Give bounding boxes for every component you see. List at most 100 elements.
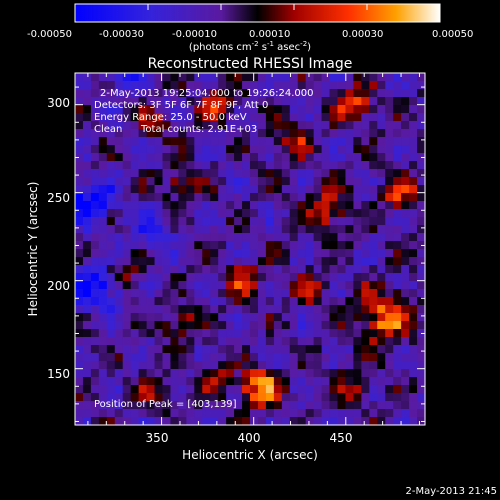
heatmap-cell — [337, 233, 347, 242]
heatmap-cell — [178, 337, 187, 346]
heatmap-cell — [226, 313, 235, 322]
heatmap-cell — [250, 185, 259, 194]
heatmap-cell — [250, 121, 259, 130]
heatmap-cell — [345, 313, 355, 322]
heatmap-cell — [257, 377, 267, 386]
heatmap-cell — [313, 377, 323, 386]
heatmap-cell — [122, 209, 132, 218]
heatmap-cell — [257, 273, 267, 282]
heatmap-cell — [257, 401, 267, 410]
heatmap-cell — [162, 97, 172, 106]
heatmap-cell — [289, 417, 299, 425]
heatmap-cell — [170, 369, 180, 378]
heatmap-cell — [329, 129, 339, 138]
heatmap-cell — [345, 241, 355, 250]
heatmap-cell — [122, 97, 132, 106]
heatmap-cell — [234, 209, 243, 218]
heatmap-cell — [273, 145, 283, 154]
heatmap-cell — [75, 153, 84, 162]
heatmap-cell — [313, 249, 323, 258]
heatmap-cell — [337, 153, 347, 162]
heatmap-cell — [122, 129, 132, 138]
heatmap-cell — [170, 145, 180, 154]
heatmap-cell — [250, 337, 259, 346]
heatmap-cell — [265, 137, 275, 146]
heatmap-cell — [409, 305, 418, 314]
heatmap-cell — [138, 73, 148, 82]
heatmap-cell — [265, 249, 275, 258]
heatmap-cell — [353, 377, 362, 386]
heatmap-cell — [154, 337, 164, 346]
heatmap-cell — [393, 265, 402, 274]
heatmap-cell — [297, 113, 307, 122]
heatmap-cell — [353, 217, 362, 226]
heatmap-cell — [98, 113, 108, 122]
heatmap-cell — [353, 153, 362, 162]
heatmap-cell — [138, 153, 148, 162]
heatmap-cell — [170, 121, 180, 130]
heatmap-cell — [90, 81, 100, 90]
heatmap-cell — [210, 153, 219, 162]
heatmap-cell — [82, 345, 92, 354]
heatmap-cell — [345, 185, 355, 194]
heatmap-cell — [393, 257, 402, 266]
heatmap-cell — [401, 177, 410, 186]
heatmap-cell — [90, 97, 100, 106]
heatmap-cell — [138, 193, 148, 202]
heatmap-cell — [202, 417, 211, 425]
heatmap-cell — [250, 377, 259, 386]
heatmap-cell — [114, 121, 124, 130]
heatmap-cell — [329, 409, 339, 418]
heatmap-cell — [106, 153, 116, 162]
heatmap-cell — [82, 73, 92, 82]
heatmap-cell — [377, 193, 386, 202]
heatmap-cell — [170, 321, 180, 330]
heatmap-cell — [257, 97, 267, 106]
heatmap-cell — [305, 337, 315, 346]
heatmap-cell — [186, 385, 195, 394]
heatmap-cell — [265, 393, 275, 402]
heatmap-cell — [313, 257, 323, 266]
heatmap-cell — [417, 385, 425, 394]
heatmap-cell — [345, 177, 355, 186]
heatmap-cell — [401, 153, 410, 162]
heatmap-cell — [82, 257, 92, 266]
heatmap-cell — [281, 217, 291, 226]
heatmap-cell — [242, 185, 251, 194]
heatmap-cell — [130, 393, 140, 402]
heatmap-cell — [130, 401, 140, 410]
heatmap-cell — [385, 169, 394, 178]
heatmap-cell — [377, 233, 386, 242]
heatmap-cell — [273, 337, 283, 346]
heatmap-cell — [218, 153, 227, 162]
heatmap-cell — [353, 257, 362, 266]
heatmap-cell — [417, 129, 425, 138]
heatmap-cell — [82, 129, 92, 138]
heatmap-cell — [170, 233, 180, 242]
heatmap-cell — [242, 361, 251, 370]
heatmap-cell — [98, 377, 108, 386]
chart-title: Reconstructed RHESSI Image — [148, 56, 353, 72]
heatmap-cell — [210, 329, 219, 338]
heatmap-cell — [114, 249, 124, 258]
heatmap-cell — [353, 161, 362, 170]
heatmap-cell — [289, 401, 299, 410]
heatmap-cell — [138, 337, 148, 346]
heatmap-cell — [75, 97, 84, 106]
heatmap-cell — [417, 73, 425, 82]
heatmap-cell — [273, 313, 283, 322]
heatmap-cell — [305, 409, 315, 418]
heatmap-cell — [385, 225, 394, 234]
heatmap-cell — [146, 321, 156, 330]
heatmap-cell — [257, 217, 267, 226]
heatmap-cell — [154, 345, 164, 354]
heatmap-cell — [337, 161, 347, 170]
heatmap-cell — [202, 113, 211, 122]
heatmap-cell — [345, 121, 355, 130]
heatmap-cell — [226, 193, 235, 202]
heatmap-cell — [281, 393, 291, 402]
heatmap-cell — [75, 369, 84, 378]
heatmap-cell — [138, 129, 148, 138]
heatmap-cell — [401, 97, 410, 106]
heatmap-cell — [353, 121, 362, 130]
